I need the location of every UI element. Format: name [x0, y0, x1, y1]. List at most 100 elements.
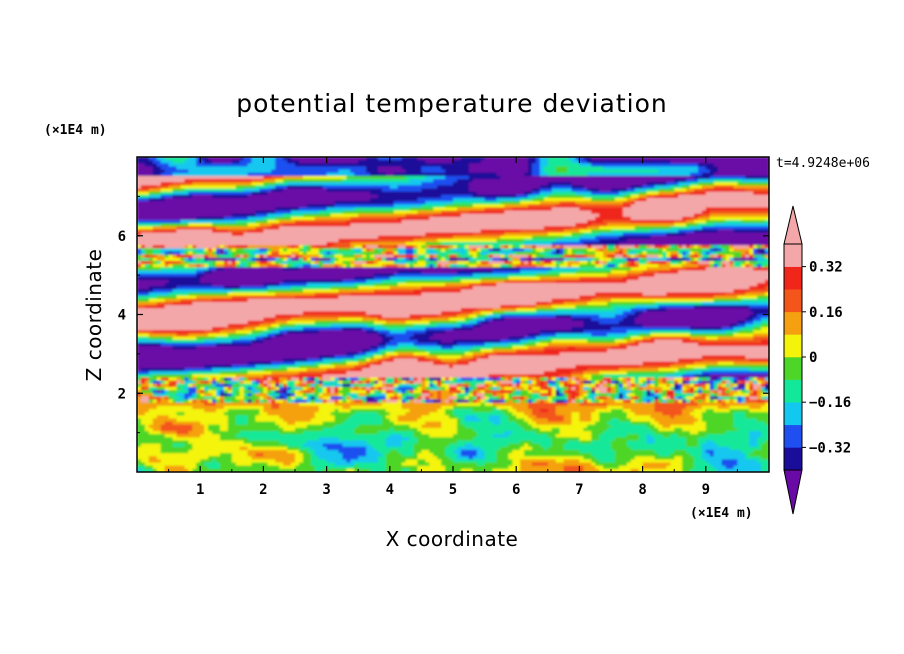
heatmap-cell — [749, 191, 754, 196]
heatmap-cell — [152, 204, 158, 208]
heatmap-cell — [484, 160, 490, 164]
heatmap-cell — [520, 210, 525, 215]
heatmap-cell — [421, 204, 426, 208]
heatmap-cell — [227, 191, 233, 196]
heatmap-cell — [425, 166, 430, 171]
heatmap-cell — [587, 163, 592, 168]
heatmap-cell — [358, 213, 363, 218]
heatmap-cell — [279, 175, 284, 180]
heatmap-cell — [468, 179, 474, 183]
heatmap-cell — [583, 182, 588, 186]
heatmap-cell — [468, 169, 474, 174]
heatmap-cell — [575, 160, 580, 164]
heatmap-cell — [456, 157, 462, 161]
heatmap-cell — [721, 207, 727, 212]
heatmap-cell — [524, 157, 529, 161]
heatmap-cell — [559, 157, 565, 161]
heatmap-cell — [571, 207, 577, 212]
heatmap-cell — [350, 166, 355, 171]
heatmap-cell — [630, 194, 636, 199]
heatmap-cell — [322, 166, 328, 171]
heatmap-cell — [208, 169, 213, 174]
heatmap-cell — [753, 201, 758, 205]
heatmap-cell — [176, 160, 182, 164]
heatmap-cell — [302, 157, 308, 161]
heatmap-cell — [255, 157, 261, 161]
heatmap-cell — [480, 191, 486, 196]
heatmap-cell — [535, 194, 541, 199]
heatmap-cell — [200, 185, 205, 190]
heatmap-cell — [283, 182, 288, 186]
heatmap-cell — [607, 185, 612, 190]
heatmap-cell — [275, 213, 280, 218]
heatmap-cell — [219, 201, 225, 205]
heatmap-cell — [385, 207, 391, 212]
heatmap-cell — [283, 197, 288, 202]
heatmap-cell — [658, 210, 663, 215]
heatmap-cell — [393, 179, 399, 183]
heatmap-cell — [219, 197, 225, 202]
heatmap-cell — [409, 172, 415, 177]
heatmap-cell — [721, 160, 727, 164]
heatmap-cell — [212, 197, 217, 202]
heatmap-cell — [630, 207, 636, 212]
heatmap-cell — [496, 157, 501, 161]
heatmap-cell — [587, 188, 592, 193]
heatmap-cell — [638, 207, 644, 212]
heatmap-cell — [196, 188, 201, 193]
heatmap-cell — [725, 201, 731, 205]
heatmap-cell — [721, 201, 727, 205]
heatmap-cell — [374, 157, 379, 161]
heatmap-cell — [500, 160, 505, 164]
heatmap-cell — [247, 175, 253, 180]
heatmap-cell — [208, 204, 213, 208]
heatmap-cell — [279, 160, 284, 164]
heatmap-cell — [516, 163, 521, 168]
heatmap-cell — [334, 172, 340, 177]
heatmap-cell — [559, 163, 565, 168]
heatmap-cell — [413, 204, 419, 208]
heatmap-cell — [468, 213, 474, 218]
heatmap-cell — [231, 166, 237, 171]
heatmap-cell — [192, 160, 197, 164]
heatmap-cell — [322, 188, 328, 193]
heatmap-cell — [366, 172, 371, 177]
heatmap-cell — [693, 160, 699, 164]
heatmap-cell — [192, 169, 197, 174]
heatmap-cell — [563, 157, 569, 161]
heatmap-cell — [437, 210, 442, 215]
heatmap-cell — [322, 204, 328, 208]
heatmap-cell — [302, 207, 308, 212]
heatmap-cell — [630, 163, 636, 168]
heatmap-cell — [188, 197, 193, 202]
heatmap-cell — [192, 179, 197, 183]
heatmap-cell — [413, 191, 419, 196]
heatmap-cell — [263, 179, 268, 183]
heatmap-cell — [638, 166, 644, 171]
heatmap-cell — [678, 191, 683, 196]
heatmap-cell — [492, 191, 498, 196]
heatmap-cell — [204, 210, 209, 215]
heatmap-cell — [421, 166, 426, 171]
heatmap-cell — [140, 172, 146, 177]
heatmap-cell — [216, 160, 221, 164]
heatmap-cell — [500, 166, 505, 171]
heatmap-cell — [709, 163, 715, 168]
heatmap-cell — [243, 179, 249, 183]
heatmap-cell — [346, 191, 351, 196]
heatmap-cell — [184, 160, 189, 164]
heatmap-cell — [666, 157, 671, 161]
heatmap-cell — [385, 188, 391, 193]
heatmap-cell — [251, 194, 257, 199]
heatmap-cell — [314, 163, 320, 168]
heatmap-cell — [271, 175, 276, 180]
heatmap-cell — [160, 210, 166, 215]
heatmap-cell — [520, 175, 525, 180]
heatmap-cell — [342, 169, 347, 174]
heatmap-cell — [326, 166, 332, 171]
heatmap-cell — [713, 179, 719, 183]
heatmap-cell — [753, 185, 758, 190]
heatmap-cell — [334, 166, 340, 171]
heatmap-cell — [338, 166, 343, 171]
heatmap-cell — [480, 207, 486, 212]
